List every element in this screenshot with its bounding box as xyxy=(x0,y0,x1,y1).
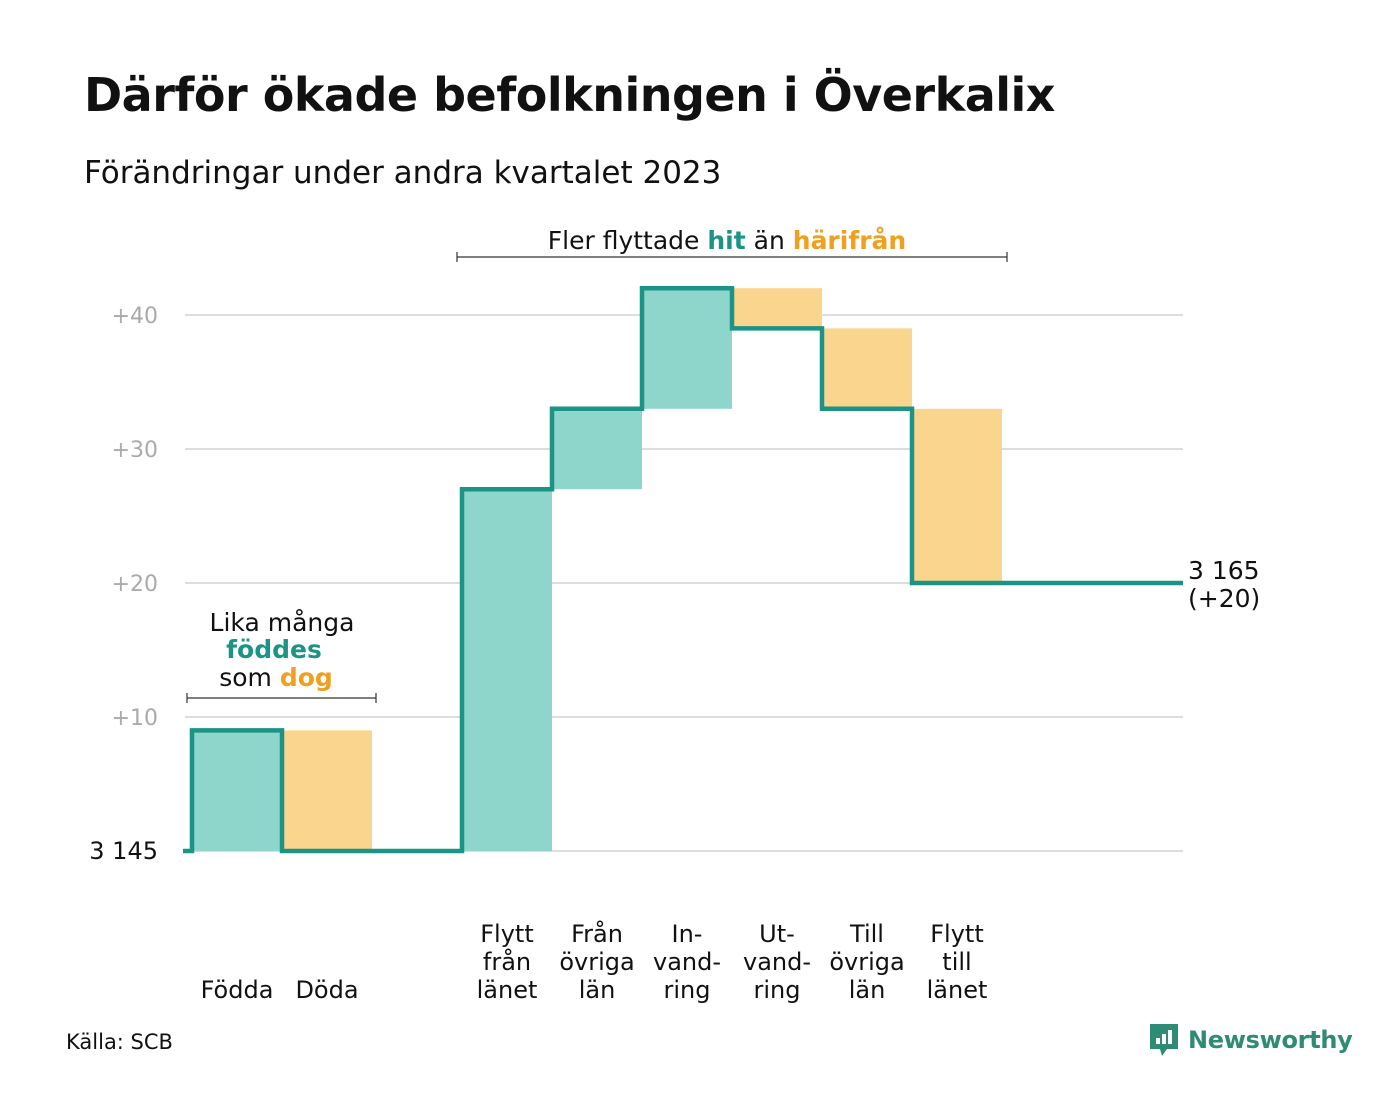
y-tick-label: +30 xyxy=(112,438,158,463)
category-label: Flytt xyxy=(480,920,534,948)
category-label: Ut- xyxy=(759,920,795,948)
bar-utvandring xyxy=(732,288,822,329)
annotation-migration: Fler flyttade hit än härifrån xyxy=(548,226,906,255)
category-label: till xyxy=(942,948,971,976)
annotation-migration-in: hit xyxy=(707,226,745,255)
start-value-label: 3 145 xyxy=(89,837,158,865)
brand-name: Newsworthy xyxy=(1188,1026,1353,1054)
bar-till-övriga-län xyxy=(822,328,912,409)
bar-döda xyxy=(282,730,372,851)
category-label: vand- xyxy=(743,948,811,976)
bar-invandring xyxy=(642,288,732,409)
annotation-migration-mid: än xyxy=(746,226,793,255)
annotation-natural-line3: som dog xyxy=(219,663,333,692)
y-tick-label: +20 xyxy=(112,572,158,597)
end-value-label: 3 165 xyxy=(1188,556,1260,585)
bar-flytt-till-länet xyxy=(912,408,1002,583)
category-label: Döda xyxy=(295,976,358,1004)
category-label: Från xyxy=(571,919,623,948)
annotation-migration-prefix: Fler flyttade xyxy=(548,226,708,255)
category-label: länet xyxy=(477,976,538,1004)
newsworthy-logo-icon xyxy=(1150,1024,1178,1056)
chart-title: Därför ökade befolkningen i Överkalix xyxy=(84,68,1055,122)
running-total-line xyxy=(183,285,1183,854)
category-label: länet xyxy=(927,976,988,1004)
category-label: Flytt xyxy=(930,920,984,948)
category-label: övriga xyxy=(559,948,634,976)
bar-från-övriga-län xyxy=(552,408,642,490)
category-label: Till xyxy=(849,920,884,948)
annotation-natural-bracket xyxy=(186,693,377,703)
annotation-migration-bracket xyxy=(456,252,1008,262)
category-label: från xyxy=(483,947,531,976)
annotation-migration-out: härifrån xyxy=(793,226,906,255)
y-tick-label: +10 xyxy=(112,706,158,731)
category-label: In- xyxy=(672,920,703,948)
bar-flytt-från-länet xyxy=(462,489,552,851)
end-change-label: (+20) xyxy=(1188,584,1260,613)
annotation-natural-born: föddes xyxy=(226,635,322,664)
category-label: ring xyxy=(664,976,711,1004)
bar-födda xyxy=(192,730,282,851)
y-tick-label: +40 xyxy=(112,304,158,329)
annotation-natural-died: dog xyxy=(280,663,333,692)
brand-logo: Newsworthy xyxy=(1148,1022,1353,1058)
source-note: Källa: SCB xyxy=(66,1030,173,1054)
category-label: Födda xyxy=(201,976,274,1004)
bars xyxy=(192,288,1002,851)
running-total-path xyxy=(183,285,1183,854)
annotation-natural-line1: Lika många xyxy=(210,608,355,637)
category-label: län xyxy=(849,976,886,1004)
category-label: ring xyxy=(754,976,801,1004)
category-label: vand- xyxy=(653,948,721,976)
chart-subtitle: Förändringar under andra kvartalet 2023 xyxy=(84,155,722,191)
annotation-natural-mid: som xyxy=(219,663,280,692)
category-label: övriga xyxy=(829,948,904,976)
category-label: län xyxy=(579,976,616,1004)
